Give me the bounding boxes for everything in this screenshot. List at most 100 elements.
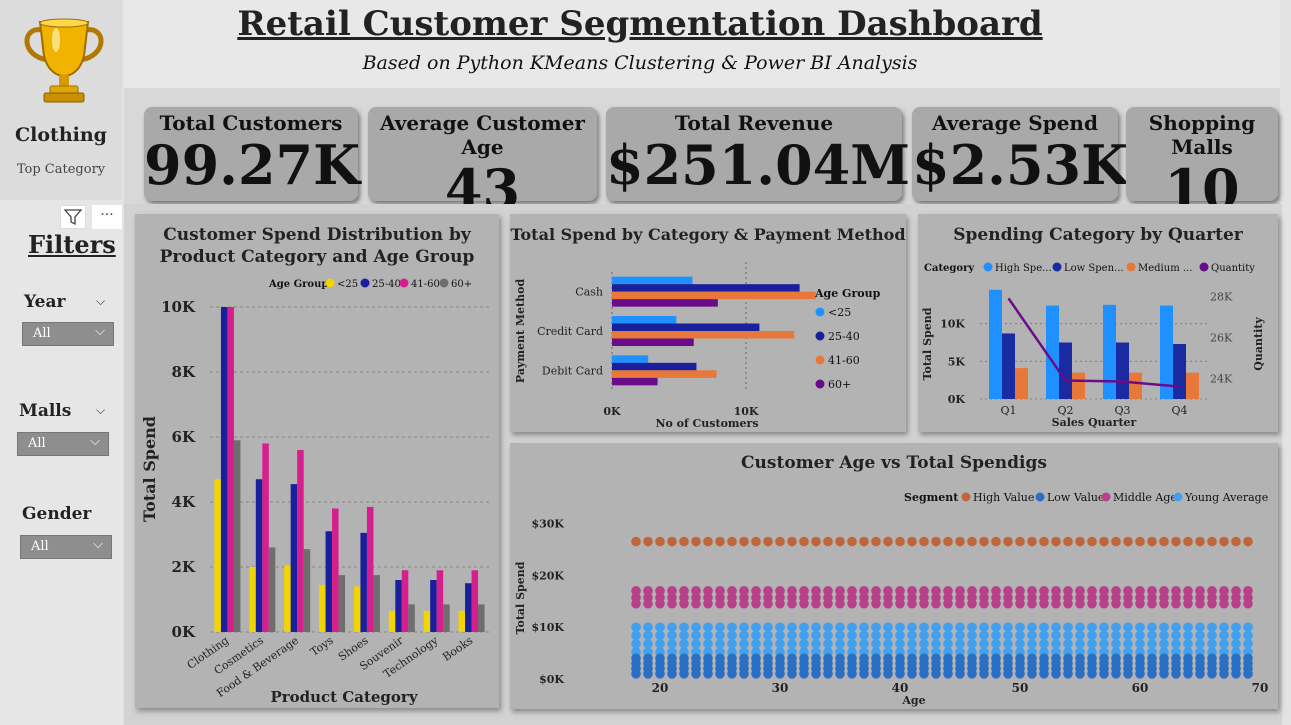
bar <box>612 299 718 307</box>
data-point <box>1195 630 1205 641</box>
chevron-down-icon[interactable]: ⌵ <box>96 403 106 417</box>
quarter-panel: Spending Category by Quarter 0K 5K 10K 24K 2… <box>918 214 1278 432</box>
data-point <box>787 622 797 632</box>
data-point <box>811 622 821 632</box>
data-point <box>1051 630 1061 641</box>
chevron-down-icon[interactable]: ⌵ <box>96 294 106 308</box>
data-point <box>979 586 989 596</box>
x-tick-label: Books <box>440 634 475 664</box>
spend-distribution-panel: Customer Spend Distribution by Product C… <box>135 214 499 708</box>
data-point <box>955 638 965 649</box>
y-tick-label: 10K <box>161 298 196 316</box>
data-point <box>667 536 677 547</box>
data-point <box>1111 638 1121 649</box>
data-point <box>1039 630 1049 641</box>
year-filter-label: Year <box>24 292 66 312</box>
data-point <box>763 622 773 632</box>
bar <box>465 583 472 632</box>
data-point <box>907 622 917 632</box>
y-axis-label: Payment Method <box>514 279 527 384</box>
data-point <box>775 536 785 547</box>
header <box>124 0 1280 88</box>
top-category-value: Clothing <box>15 124 107 146</box>
legend-label: 60+ <box>451 279 472 290</box>
data-point <box>727 630 737 641</box>
data-point <box>811 638 821 649</box>
data-point <box>1039 586 1049 596</box>
data-point <box>1147 622 1157 632</box>
data-point <box>1147 586 1157 596</box>
data-point <box>1099 630 1109 641</box>
data-point <box>1171 638 1181 649</box>
data-point <box>1207 536 1217 547</box>
data-point <box>871 592 881 603</box>
kpi-card-total-customers: Total Customers 99.27K <box>144 107 360 201</box>
data-point <box>763 592 773 603</box>
y-tick-label: 0K <box>948 393 966 406</box>
bar <box>1015 368 1028 399</box>
data-point <box>1195 586 1205 596</box>
data-point <box>859 592 869 603</box>
data-point <box>1123 536 1133 547</box>
data-point <box>1063 592 1073 603</box>
legend-label: 60+ <box>828 378 851 391</box>
data-point <box>919 622 929 632</box>
data-point <box>1243 638 1253 649</box>
data-point <box>907 653 917 664</box>
legend-label: Low Spen... <box>1064 263 1124 274</box>
malls-dropdown[interactable]: All ⌵ <box>17 432 109 456</box>
data-point <box>727 536 737 547</box>
data-point <box>919 653 929 664</box>
data-point <box>1171 536 1181 547</box>
legend-marker <box>961 492 971 502</box>
bar <box>303 549 311 632</box>
data-point <box>943 592 953 603</box>
data-point <box>847 630 857 641</box>
data-point <box>1183 653 1193 664</box>
data-point <box>631 586 641 596</box>
y2-tick-label: 24K <box>1210 372 1233 385</box>
year-dropdown[interactable]: All ⌵ <box>22 322 114 346</box>
more-options-icon[interactable]: ··· <box>92 205 122 229</box>
data-point <box>715 638 725 649</box>
data-point <box>1099 592 1109 603</box>
data-point <box>883 536 893 547</box>
data-point <box>1243 592 1253 603</box>
bar <box>338 575 346 632</box>
data-point <box>1135 622 1145 632</box>
data-point <box>1231 592 1241 603</box>
data-point <box>679 586 689 596</box>
data-point <box>1099 536 1109 547</box>
data-point <box>739 592 749 603</box>
data-point <box>739 536 749 547</box>
data-point <box>679 653 689 664</box>
data-point <box>715 630 725 641</box>
chart-title: Customer Age vs Total Spendigs <box>741 453 1047 473</box>
data-point <box>919 592 929 603</box>
data-point <box>1183 536 1193 547</box>
data-point <box>823 630 833 641</box>
filter-icon[interactable] <box>60 205 86 229</box>
data-point <box>691 536 701 547</box>
data-point <box>859 630 869 641</box>
data-point <box>871 638 881 649</box>
legend-marker <box>815 355 825 365</box>
bar <box>1160 305 1173 399</box>
data-point <box>775 622 785 632</box>
data-point <box>643 586 653 596</box>
data-point <box>811 630 821 641</box>
data-point <box>1051 622 1061 632</box>
y-tick-label: $0K <box>539 673 564 686</box>
bar <box>290 484 298 632</box>
data-point <box>847 536 857 547</box>
data-point <box>847 586 857 596</box>
data-point <box>643 592 653 603</box>
gender-dropdown[interactable]: All ⌵ <box>20 535 112 559</box>
data-point <box>1111 630 1121 641</box>
data-point <box>799 592 809 603</box>
x-tick-label: 70 <box>1252 681 1269 695</box>
bar <box>1059 342 1072 399</box>
bar <box>366 506 374 632</box>
legend-label: 41-60 <box>828 354 860 367</box>
data-point <box>967 653 977 664</box>
